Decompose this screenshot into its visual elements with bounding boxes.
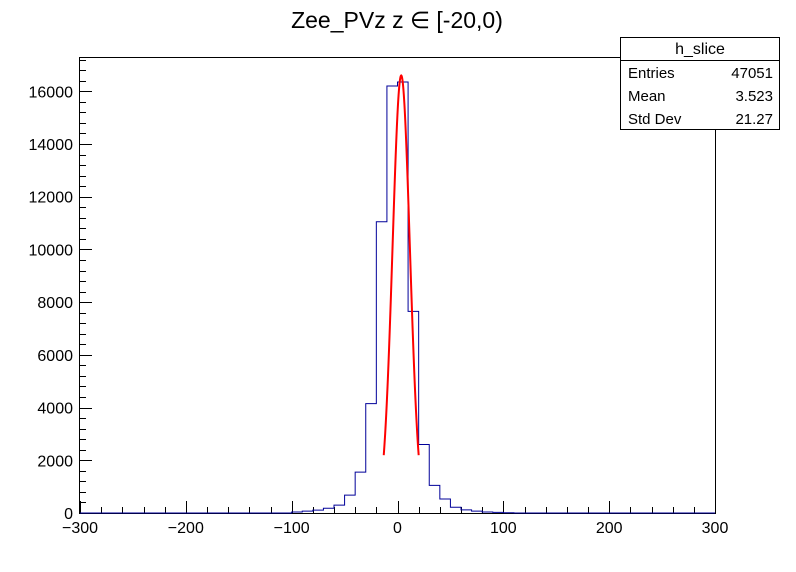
stats-box: h_slice Entries 47051 Mean 3.523 Std Dev… xyxy=(620,37,780,130)
x-tick-label: 0 xyxy=(393,520,402,537)
x-tick-label: −100 xyxy=(274,520,310,537)
x-tick-labels: −300 −200 −100 0 100 200 300 xyxy=(62,520,728,537)
stats-stddev-label: Std Dev xyxy=(628,111,682,128)
gaussian-fit-curve xyxy=(382,74,420,456)
stats-mean-label: Mean xyxy=(628,88,666,105)
stats-entries-label: Entries xyxy=(628,65,675,82)
stats-box-frame xyxy=(620,37,780,130)
plot-frame xyxy=(79,57,716,514)
x-tick-label: −300 xyxy=(62,520,98,537)
axis-ticks xyxy=(80,60,716,514)
y-tick-label: 2000 xyxy=(37,453,73,470)
stats-mean-value: 3.523 xyxy=(735,88,773,105)
y-tick-labels: 0 2000 4000 6000 8000 10000 12000 14000 16000 xyxy=(29,84,74,523)
y-tick-label: 12000 xyxy=(29,190,74,207)
y-tick-label: 8000 xyxy=(37,295,73,312)
stats-box-title: h_slice xyxy=(675,41,725,58)
stats-stddev-value: 21.27 xyxy=(735,111,773,128)
y-tick-label: 0 xyxy=(64,506,73,523)
y-tick-label: 10000 xyxy=(29,242,74,259)
y-tick-label: 4000 xyxy=(37,401,73,418)
y-tick-label: 16000 xyxy=(29,84,74,101)
x-tick-label: −200 xyxy=(168,520,204,537)
y-tick-label: 6000 xyxy=(37,348,73,365)
stats-entries-value: 47051 xyxy=(731,65,773,82)
x-tick-label: 100 xyxy=(490,520,517,537)
histogram-series xyxy=(80,81,715,514)
x-tick-label: 200 xyxy=(596,520,623,537)
x-tick-label: 300 xyxy=(702,520,729,537)
y-tick-label: 14000 xyxy=(29,137,74,154)
chart-title: Zee_PVz z ∈ [-20,0) xyxy=(291,7,503,33)
